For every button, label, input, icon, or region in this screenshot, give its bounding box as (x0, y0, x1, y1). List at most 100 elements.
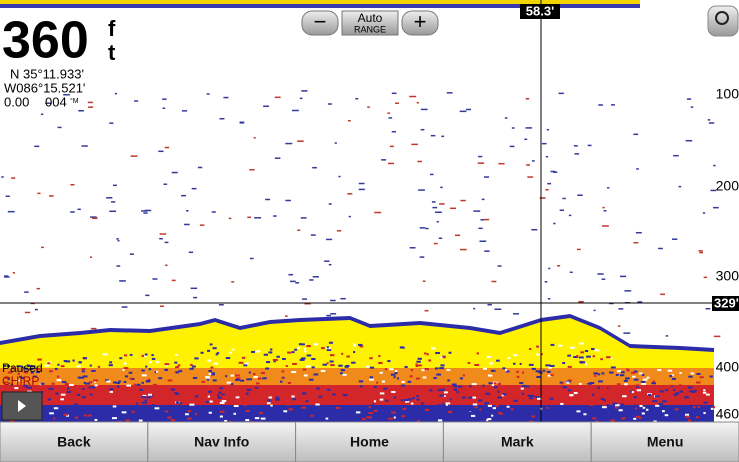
sonar-noise (651, 382, 656, 385)
sonar-target (171, 279, 176, 282)
sonar-noise (594, 349, 600, 352)
sonar-target (633, 241, 639, 244)
sonar-noise (376, 381, 379, 384)
sonar-noise (641, 412, 645, 415)
sonar-noise (25, 386, 29, 389)
menu-button[interactable] (147, 421, 297, 462)
sonar-noise (449, 398, 452, 401)
sonar-noise (637, 409, 642, 412)
sonar-target (164, 241, 169, 244)
sonar-noise (283, 410, 288, 413)
sonar-noise (646, 376, 650, 379)
sonar-noise (243, 403, 247, 406)
sonar-noise (141, 369, 145, 372)
sonar-noise (313, 373, 319, 376)
sonar-noise (434, 367, 439, 370)
sonar-noise (109, 391, 113, 394)
sonar-noise (499, 402, 502, 405)
sonar-noise (695, 416, 700, 419)
sonar-noise (19, 375, 22, 378)
menu-button[interactable] (442, 421, 592, 462)
sonar-noise (369, 376, 374, 379)
sonar-noise (404, 365, 408, 368)
sonar-noise (682, 416, 688, 419)
sonar-noise (122, 368, 125, 371)
sonar-noise (415, 363, 418, 366)
sonar-target (546, 128, 550, 131)
sonar-noise (576, 410, 581, 413)
sonar-noise (340, 372, 343, 375)
zoom-out-button[interactable] (301, 10, 339, 36)
sonar-noise (502, 393, 507, 396)
sonar-noise (384, 399, 389, 402)
sonar-noise (573, 412, 576, 415)
sonar-noise (501, 394, 505, 397)
sonar-noise (21, 377, 24, 380)
sonar-noise (643, 397, 648, 400)
sonar-noise (207, 395, 211, 398)
zoom-in-button[interactable] (401, 10, 439, 36)
sonar-noise (311, 366, 315, 369)
sonar-noise (645, 408, 649, 411)
waypoint-button[interactable] (707, 5, 739, 37)
sonar-noise (326, 362, 329, 365)
menu-button[interactable] (590, 421, 739, 462)
sonar-noise (560, 402, 564, 405)
sonar-noise (330, 364, 335, 367)
sonar-noise (94, 384, 98, 387)
sonar-noise (379, 398, 384, 401)
sonar-target (145, 294, 150, 297)
sonar-noise (382, 390, 386, 393)
sonar-noise (77, 413, 83, 416)
sonar-noise (32, 375, 37, 378)
sonar-target (576, 248, 581, 251)
sonar-target (374, 211, 382, 214)
sonar-target (449, 207, 457, 210)
sonar-noise (505, 369, 508, 372)
sonar-target (186, 210, 189, 212)
sonar-noise (567, 354, 572, 357)
sonar-target (355, 97, 359, 100)
sonar-noise (63, 360, 68, 363)
sonar-noise (78, 361, 81, 364)
sonar-target (326, 238, 333, 241)
cursor-depth-label: 329' (714, 295, 739, 310)
sonar-target (678, 185, 682, 188)
sonar-target (550, 170, 556, 173)
sonar-noise (446, 368, 451, 371)
sonar-noise (82, 375, 88, 378)
sonar-noise (294, 348, 298, 351)
sonar-noise (632, 375, 636, 378)
sonar-noise (415, 377, 420, 380)
sonar-noise (123, 362, 127, 365)
sonar-noise (432, 417, 435, 420)
sonar-target (578, 300, 584, 303)
sonar-target (24, 291, 29, 293)
sonar-target (289, 280, 296, 283)
sonar-noise (219, 410, 225, 413)
sonar-noise (474, 394, 479, 397)
sonar-noise (487, 418, 492, 421)
sonar-noise (272, 359, 278, 362)
sonar-target (77, 208, 81, 211)
sonar-target (171, 171, 178, 174)
sonar-noise (378, 355, 381, 358)
sonar-noise (624, 411, 629, 414)
sonar-noise (66, 387, 70, 390)
sonar-noise (702, 391, 707, 394)
sonar-noise (333, 405, 338, 408)
sonar-noise (217, 394, 220, 397)
sonar-target (491, 280, 497, 283)
sonar-target (40, 113, 44, 116)
sonar-noise (139, 388, 143, 391)
sonar-noise (618, 409, 623, 412)
sonar-noise (439, 394, 445, 397)
sonar-target (49, 195, 54, 197)
sonar-noise (190, 400, 195, 403)
sonar-target (218, 304, 224, 306)
sonar-noise (697, 405, 701, 408)
range-button[interactable] (341, 10, 399, 36)
sonar-noise (89, 364, 92, 367)
heading: 004 (45, 94, 67, 109)
sonar-noise (320, 347, 325, 350)
